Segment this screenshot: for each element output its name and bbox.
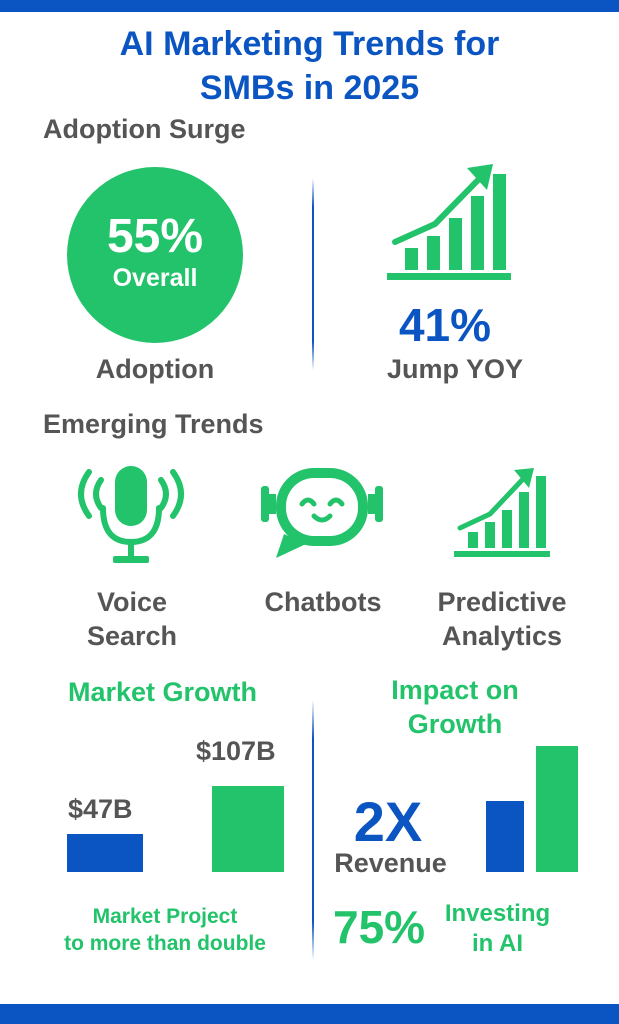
microphone-icon (75, 462, 187, 566)
trend-label-line-2: Analytics (441, 621, 563, 651)
impact-heading: Impact on Growth (355, 673, 555, 741)
impact-bar-green (536, 746, 578, 872)
trend-chatbots-label: Chatbots (243, 585, 403, 619)
market-growth-heading: Market Growth (67, 677, 258, 707)
trend-label-line-1: Voice (96, 587, 168, 617)
trend-label-line-2: Search (86, 621, 178, 651)
divider-bottom (312, 700, 314, 960)
page-title: AI Marketing Trends for SMBs in 2025 (0, 22, 619, 110)
market-bar-label-1: $47B (68, 794, 133, 824)
adoption-heading: Adoption Surge (43, 114, 246, 144)
revenue-multiplier: 2X (353, 790, 423, 853)
market-bar-label-2: $107B (196, 736, 276, 766)
adoption-caption: Adoption (95, 354, 215, 384)
impact-heading-line-2: Growth (407, 709, 503, 739)
adoption-circle-label: Overall (112, 264, 198, 292)
market-caption: Market Project to more than double (30, 903, 300, 957)
divider-top (312, 178, 314, 370)
investing-label-line-2: in AI (471, 930, 524, 957)
page-title-line-2: SMBs in 2025 (199, 69, 420, 107)
chatbot-icon (258, 464, 386, 560)
market-bar-2 (212, 786, 284, 872)
growth-chart-icon (385, 162, 515, 284)
impact-bar-blue (486, 801, 524, 872)
trend-predictive-analytics-label: Predictive Analytics (412, 585, 592, 653)
adoption-percent: 55% (106, 210, 204, 263)
page-title-line-1: AI Marketing Trends for (119, 25, 500, 63)
market-caption-line-1: Market Project (92, 905, 238, 928)
impact-heading-line-1: Impact on (391, 675, 519, 705)
trend-label-line-1: Chatbots (264, 587, 382, 617)
revenue-label: Revenue (334, 848, 447, 878)
market-caption-line-2: to more than double (64, 932, 266, 955)
jump-percent: 41% (398, 299, 492, 351)
growth-chart-icon (452, 466, 552, 560)
market-bar-1 (67, 834, 143, 872)
investing-label-line-1: Investing (444, 900, 551, 927)
trend-label-line-1: Predictive (437, 587, 567, 617)
trend-voice-search-label: Voice Search (52, 585, 212, 653)
adoption-circle: 55% Overall (67, 167, 243, 343)
trends-heading: Emerging Trends (43, 409, 264, 439)
jump-label: Jump YOY (386, 354, 524, 384)
investing-percent: 75% (333, 901, 426, 953)
investing-label: Investing in AI (430, 899, 565, 959)
top-border (0, 0, 619, 12)
bottom-border (0, 1004, 619, 1024)
